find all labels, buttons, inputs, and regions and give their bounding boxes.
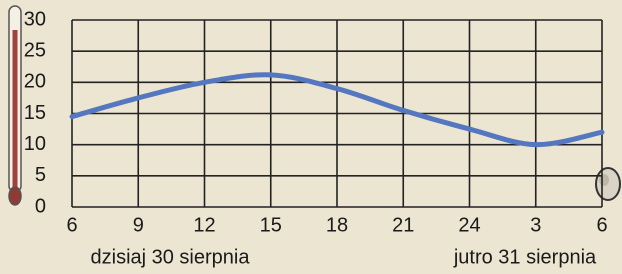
y-tick-label: 5 bbox=[35, 164, 46, 186]
x-tick-label: 6 bbox=[596, 214, 607, 236]
chart: dzisiaj 30 sierpnia jutro 31 sierpnia 0 5… bbox=[0, 0, 622, 274]
y-tick-label: 30 bbox=[24, 8, 46, 30]
x-tick-label: 15 bbox=[260, 214, 282, 236]
date-label: jutro 31 sierpnia bbox=[453, 246, 597, 268]
y-tick-label: 25 bbox=[24, 39, 46, 61]
y-tick-label: 10 bbox=[24, 133, 46, 155]
y-tick-label: 20 bbox=[24, 71, 46, 93]
x-tick-label: 12 bbox=[193, 214, 215, 236]
thermometer bbox=[9, 6, 21, 205]
x-tick-label: 6 bbox=[66, 214, 77, 236]
x-tick-label: 18 bbox=[326, 214, 348, 236]
y-tick-label: 0 bbox=[35, 195, 46, 217]
background bbox=[0, 0, 622, 274]
x-tick-label: 9 bbox=[133, 214, 144, 236]
moon-icon bbox=[596, 168, 620, 200]
y-tick-label: 15 bbox=[24, 102, 46, 124]
x-tick-label: 21 bbox=[392, 214, 414, 236]
x-tick-label: 24 bbox=[458, 214, 480, 236]
date-label: dzisiaj 30 sierpnia bbox=[91, 246, 251, 268]
x-tick-label: 3 bbox=[530, 214, 541, 236]
